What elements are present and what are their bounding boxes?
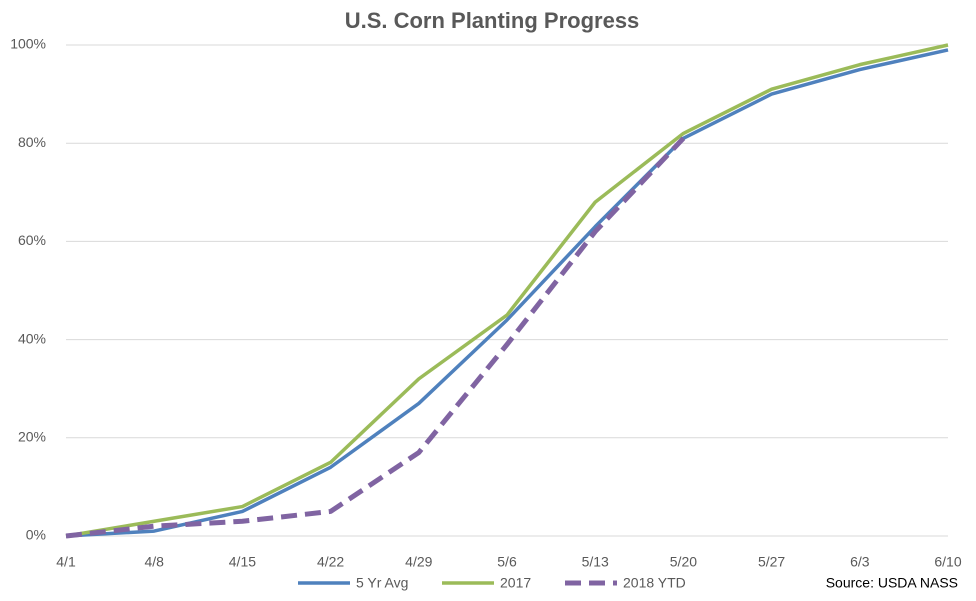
y-tick-label: 0%	[26, 527, 46, 543]
x-tick-label: 6/10	[934, 554, 961, 570]
chart-title: U.S. Corn Planting Progress	[345, 8, 640, 33]
x-tick-label: 4/1	[56, 554, 76, 570]
x-tick-label: 4/22	[317, 554, 344, 570]
y-tick-label: 80%	[18, 134, 46, 150]
x-tick-label: 5/20	[670, 554, 697, 570]
legend-label: 2017	[500, 575, 531, 591]
series-line	[65, 43, 949, 538]
x-tick-label: 4/8	[144, 554, 164, 570]
x-tick-label: 4/15	[229, 554, 256, 570]
y-tick-label: 20%	[18, 429, 46, 445]
y-tick-label: 60%	[18, 232, 46, 248]
x-tick-label: 5/13	[582, 554, 609, 570]
legend-label: 2018 YTD	[623, 575, 686, 591]
y-tick-label: 40%	[18, 330, 46, 346]
y-tick-label: 100%	[10, 36, 46, 52]
legend-label: 5 Yr Avg	[356, 575, 408, 591]
x-tick-label: 6/3	[850, 554, 870, 570]
x-tick-label: 4/29	[405, 554, 432, 570]
x-tick-label: 5/6	[497, 554, 517, 570]
series-line	[65, 136, 686, 539]
x-tick-label: 5/27	[758, 554, 785, 570]
series-line	[65, 48, 949, 538]
source-note: Source: USDA NASS	[826, 575, 958, 591]
